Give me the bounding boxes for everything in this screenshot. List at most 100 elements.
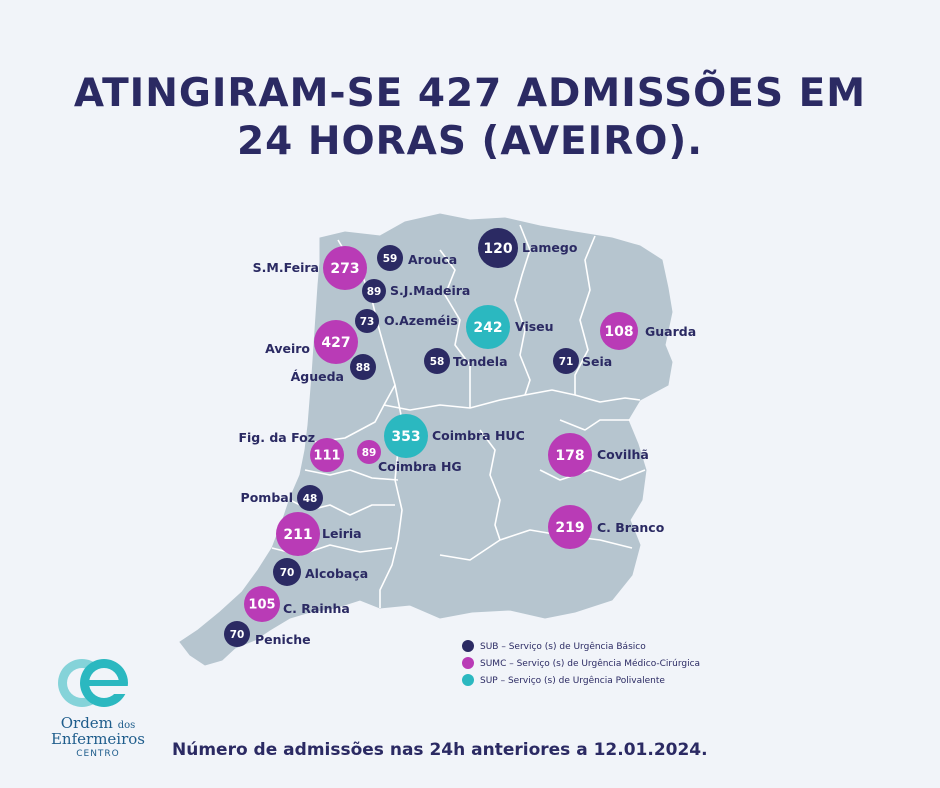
hospital-marker-seia: 71 Seia	[553, 348, 612, 374]
marker-value-seia: 71	[559, 356, 574, 368]
marker-value-arouca: 59	[383, 253, 398, 265]
legend-dot-sup	[462, 674, 474, 686]
marker-circle-c-branco	[548, 505, 592, 549]
marker-circle-fig-da-foz	[310, 438, 344, 472]
marker-value-agueda: 88	[356, 362, 371, 374]
marker-value-viseu: 242	[473, 320, 502, 336]
marker-value-s-m-feira: 273	[330, 261, 359, 277]
marker-label-seia: Seia	[582, 354, 612, 369]
marker-value-fig-da-foz: 111	[313, 449, 340, 464]
legend-dot-sumc	[462, 657, 474, 669]
marker-circle-guarda	[600, 312, 638, 350]
hospital-marker-alcobaca: 70 Alcobaça	[273, 558, 368, 586]
hospital-marker-covilha: 178 Covilhã	[548, 433, 649, 477]
marker-circle-s-m-feira	[323, 246, 367, 290]
hospital-marker-aveiro: 427 Aveiro	[265, 320, 358, 364]
marker-label-agueda: Águeda	[291, 369, 344, 384]
marker-label-lamego: Lamego	[522, 240, 578, 255]
hospital-marker-viseu: 242 Viseu	[466, 305, 554, 349]
marker-label-guarda: Guarda	[645, 324, 696, 339]
hospital-marker-o-azemeis: 73 O.Azeméis	[355, 309, 458, 333]
hospital-marker-peniche: 70 Peniche	[224, 621, 311, 647]
marker-label-s-m-feira: S.M.Feira	[253, 260, 319, 275]
marker-label-coimbra-hg: Coimbra HG	[378, 459, 462, 474]
hospital-marker-arouca: 59 Arouca	[377, 245, 457, 271]
marker-label-c-branco: C. Branco	[597, 520, 665, 535]
marker-circle-leiria	[276, 512, 320, 556]
marker-label-tondela: Tondela	[453, 354, 508, 369]
marker-label-peniche: Peniche	[255, 632, 311, 647]
marker-value-lamego: 120	[483, 241, 512, 257]
hospital-marker-s-j-madeira: 89 S.J.Madeira	[362, 279, 470, 303]
marker-circle-c-rainha	[244, 586, 280, 622]
hospital-marker-c-branco: 219 C. Branco	[548, 505, 665, 549]
marker-value-covilha: 178	[555, 448, 584, 464]
marker-label-pombal: Pombal	[241, 490, 293, 505]
legend-label-sumc: SUMC – Serviço (s) de Urgência Médico-Ci…	[480, 658, 700, 669]
marker-value-coimbra-huc: 353	[391, 429, 420, 445]
hospital-marker-s-m-feira: 273 S.M.Feira	[253, 246, 367, 290]
marker-value-coimbra-hg: 89	[362, 447, 377, 459]
marker-label-covilha: Covilhã	[597, 447, 649, 462]
hospital-marker-lamego: 120 Lamego	[478, 228, 578, 268]
hospital-marker-fig-da-foz: 111 Fig. da Foz	[238, 430, 344, 472]
ordem-enfermeiros-logo: Ordem dos Enfermeiros CENTRO	[38, 655, 158, 765]
legend-label-sub: SUB – Serviço (s) de Urgência Básico	[480, 641, 646, 652]
marker-label-coimbra-huc: Coimbra HUC	[432, 428, 525, 443]
marker-circle-tondela	[424, 348, 450, 374]
marker-circle-arouca	[377, 245, 403, 271]
marker-circle-coimbra-huc	[384, 414, 428, 458]
hospital-marker-agueda: 88 Águeda	[291, 354, 376, 384]
logo-mark-icon	[58, 659, 128, 707]
marker-label-viseu: Viseu	[515, 319, 554, 334]
marker-circle-s-j-madeira	[362, 279, 386, 303]
marker-value-c-branco: 219	[555, 520, 584, 536]
marker-circle-alcobaca	[273, 558, 301, 586]
marker-label-aveiro: Aveiro	[265, 341, 310, 356]
marker-circle-peniche	[224, 621, 250, 647]
marker-value-alcobaca: 70	[280, 567, 295, 579]
marker-value-s-j-madeira: 89	[367, 286, 382, 298]
hospital-marker-coimbra-huc: 353 Coimbra HUC	[384, 414, 525, 458]
logo-text-enfermeiros: Enfermeiros	[50, 730, 145, 748]
hospital-markers: 273 S.M.Feira 59 Arouca 120 Lamego 89 S.J.Madei…	[224, 228, 696, 647]
page-title: ATINGIRAM-SE 427 ADMISSÕES EM 24 HORAS (…	[0, 70, 940, 166]
logo-text-dos: dos	[117, 720, 136, 731]
marker-circle-coimbra-hg	[357, 440, 381, 464]
marker-label-arouca: Arouca	[408, 252, 457, 267]
hospital-marker-leiria: 211 Leiria	[276, 512, 362, 556]
hospital-marker-tondela: 58 Tondela	[424, 348, 508, 374]
legend-label-sup: SUP – Serviço (s) de Urgência Polivalent…	[480, 675, 665, 686]
marker-circle-pombal	[297, 485, 323, 511]
marker-label-o-azemeis: O.Azeméis	[384, 313, 458, 328]
marker-circle-o-azemeis	[355, 309, 379, 333]
legend-dot-sub	[462, 640, 474, 652]
marker-circle-viseu	[466, 305, 510, 349]
marker-value-aveiro: 427	[321, 335, 350, 351]
title-line-1: ATINGIRAM-SE 427 ADMISSÕES EM	[73, 71, 867, 116]
marker-circle-covilha	[548, 433, 592, 477]
marker-circle-aveiro	[314, 320, 358, 364]
marker-value-o-azemeis: 73	[360, 316, 375, 328]
marker-value-leiria: 211	[283, 527, 312, 543]
logo-text-ordem: Ordem	[60, 714, 113, 732]
marker-label-alcobaca: Alcobaça	[305, 566, 368, 581]
marker-value-guarda: 108	[604, 324, 633, 340]
marker-value-pombal: 48	[303, 493, 318, 505]
hospital-marker-c-rainha: 105 C. Rainha	[244, 586, 350, 622]
marker-label-leiria: Leiria	[322, 526, 362, 541]
marker-value-c-rainha: 105	[248, 598, 275, 613]
hospital-marker-pombal: 48 Pombal	[241, 485, 323, 511]
footer-note: Número de admissões nas 24h anteriores a…	[172, 740, 708, 760]
marker-circle-lamego	[478, 228, 518, 268]
marker-label-s-j-madeira: S.J.Madeira	[390, 283, 470, 298]
marker-label-fig-da-foz: Fig. da Foz	[238, 430, 315, 445]
marker-label-c-rainha: C. Rainha	[283, 601, 350, 616]
marker-circle-seia	[553, 348, 579, 374]
logo-text-centro: CENTRO	[76, 749, 120, 759]
hospital-marker-guarda: 108 Guarda	[600, 312, 696, 350]
marker-value-tondela: 58	[430, 356, 445, 368]
legend: SUB – Serviço (s) de Urgência Básico SUMC…	[462, 640, 700, 686]
marker-value-peniche: 70	[230, 629, 245, 641]
